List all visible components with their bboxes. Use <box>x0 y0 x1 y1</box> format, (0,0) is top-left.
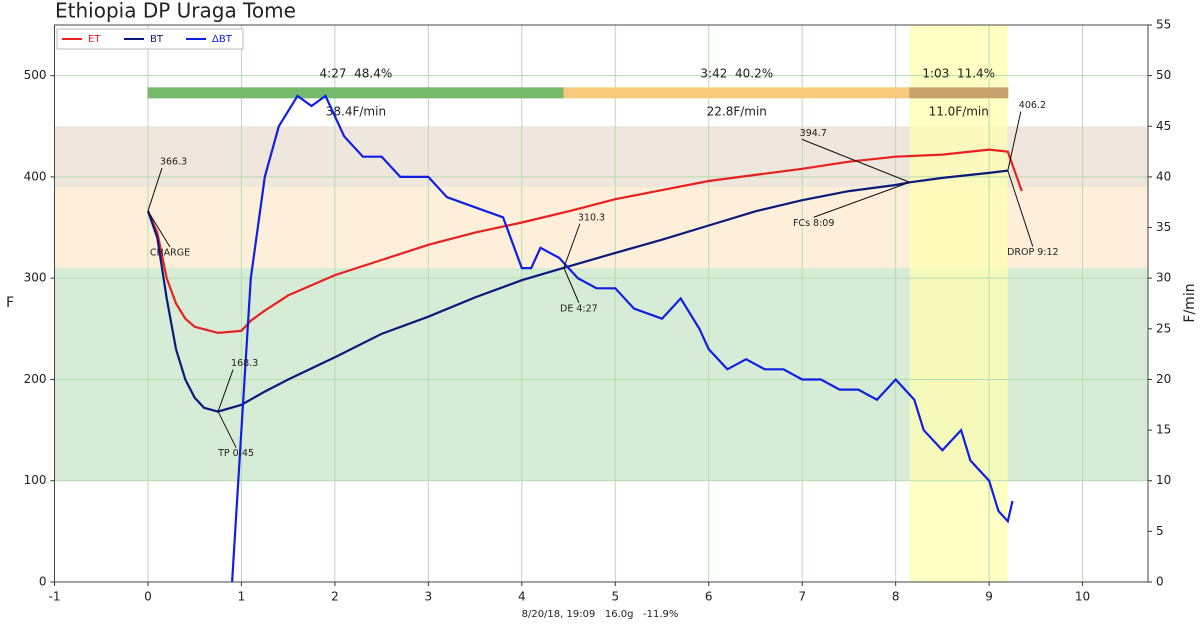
series-line <box>231 94 1014 583</box>
phase-label: 1:03 11.4% <box>922 66 995 80</box>
annotation-label: CHARGE <box>150 248 190 259</box>
annotation-value: 366.3 <box>160 157 187 168</box>
x-tick-label: 8 <box>892 590 900 604</box>
annotation-leader <box>563 223 581 268</box>
annotation-leader <box>217 411 237 448</box>
phase-rate: 38.4F/min <box>326 104 386 118</box>
phase-bar <box>909 87 1009 99</box>
x-tick-label: 1 <box>238 590 246 604</box>
x-tick-label: 3 <box>425 590 433 604</box>
annotation-leader <box>1007 111 1022 171</box>
y-tick-label: 500 <box>24 68 47 82</box>
y2-tick-label: 30 <box>1156 271 1171 285</box>
annotation-leader <box>217 369 234 412</box>
chart-subtitle: 8/20/18, 19:09 16.0g -11.9% <box>522 609 679 620</box>
x-tick-label: 4 <box>518 590 526 604</box>
annotation-leader <box>147 210 171 248</box>
y2-tick-label: 5 <box>1156 524 1164 538</box>
y-tick-label: 400 <box>24 169 47 183</box>
x-tick-label: 7 <box>798 590 806 604</box>
annotation-value: 310.3 <box>578 212 605 223</box>
y-tick-label: 200 <box>24 372 47 386</box>
y2-tick-label: 50 <box>1156 68 1171 82</box>
annotation-leader <box>147 167 163 212</box>
annotation-leader <box>801 138 910 183</box>
y-tick-label: 0 <box>39 575 47 589</box>
y2-tick-label: 40 <box>1156 169 1171 183</box>
y2-tick-label: 35 <box>1156 220 1171 234</box>
y2-tick-label: 55 <box>1156 18 1171 32</box>
phase-label: 4:27 48.4% <box>320 66 393 80</box>
annotation-value: 168.3 <box>231 358 258 369</box>
legend-label: BT <box>150 34 164 45</box>
y-axis-label: F <box>6 295 14 311</box>
y2-tick-label: 0 <box>1156 575 1164 589</box>
plot-frame <box>54 24 1149 583</box>
annotation-value: 394.7 <box>800 128 827 139</box>
annotation-label: DE 4:27 <box>560 303 598 314</box>
x-tick-label: 10 <box>1075 590 1090 604</box>
y2-tick-label: 15 <box>1156 423 1171 437</box>
x-tick-label: -1 <box>49 590 61 604</box>
annotation-leader <box>563 267 580 303</box>
x-tick-label: 2 <box>331 590 339 604</box>
phase-rate: 22.8F/min <box>707 104 767 118</box>
y2-axis-label: F/min <box>1182 283 1198 322</box>
annotation-leader <box>1007 170 1034 247</box>
annotation-label: TP 0:45 <box>217 448 254 459</box>
phase-bar <box>147 87 565 99</box>
phase-bar <box>563 87 911 99</box>
chart-title: Ethiopia DP Uraga Tome <box>55 0 296 23</box>
y2-tick-label: 45 <box>1156 119 1171 133</box>
phase-rate: 11.0F/min <box>929 104 989 118</box>
x-tick-label: 0 <box>144 590 152 604</box>
y2-tick-label: 20 <box>1156 372 1171 386</box>
annotation-label: FCs 8:09 <box>793 218 834 229</box>
y2-tick-label: 25 <box>1156 321 1171 335</box>
phase-label: 3:42 40.2% <box>700 66 773 80</box>
annotation-leader <box>813 181 910 218</box>
x-tick-label: 9 <box>985 590 993 604</box>
legend-box <box>56 28 244 50</box>
y-tick-label: 100 <box>24 473 47 487</box>
legend-label: ΔBT <box>212 34 233 45</box>
x-tick-label: 6 <box>705 590 713 604</box>
annotation-value: 406.2 <box>1019 100 1046 111</box>
annotation-label: DROP 9:12 <box>1007 247 1058 258</box>
series-line <box>146 169 1008 413</box>
x-tick-label: 5 <box>611 590 619 604</box>
series-line <box>146 148 1023 335</box>
legend-label: ET <box>88 34 101 45</box>
y2-tick-label: 10 <box>1156 473 1171 487</box>
y-tick-label: 300 <box>24 271 47 285</box>
